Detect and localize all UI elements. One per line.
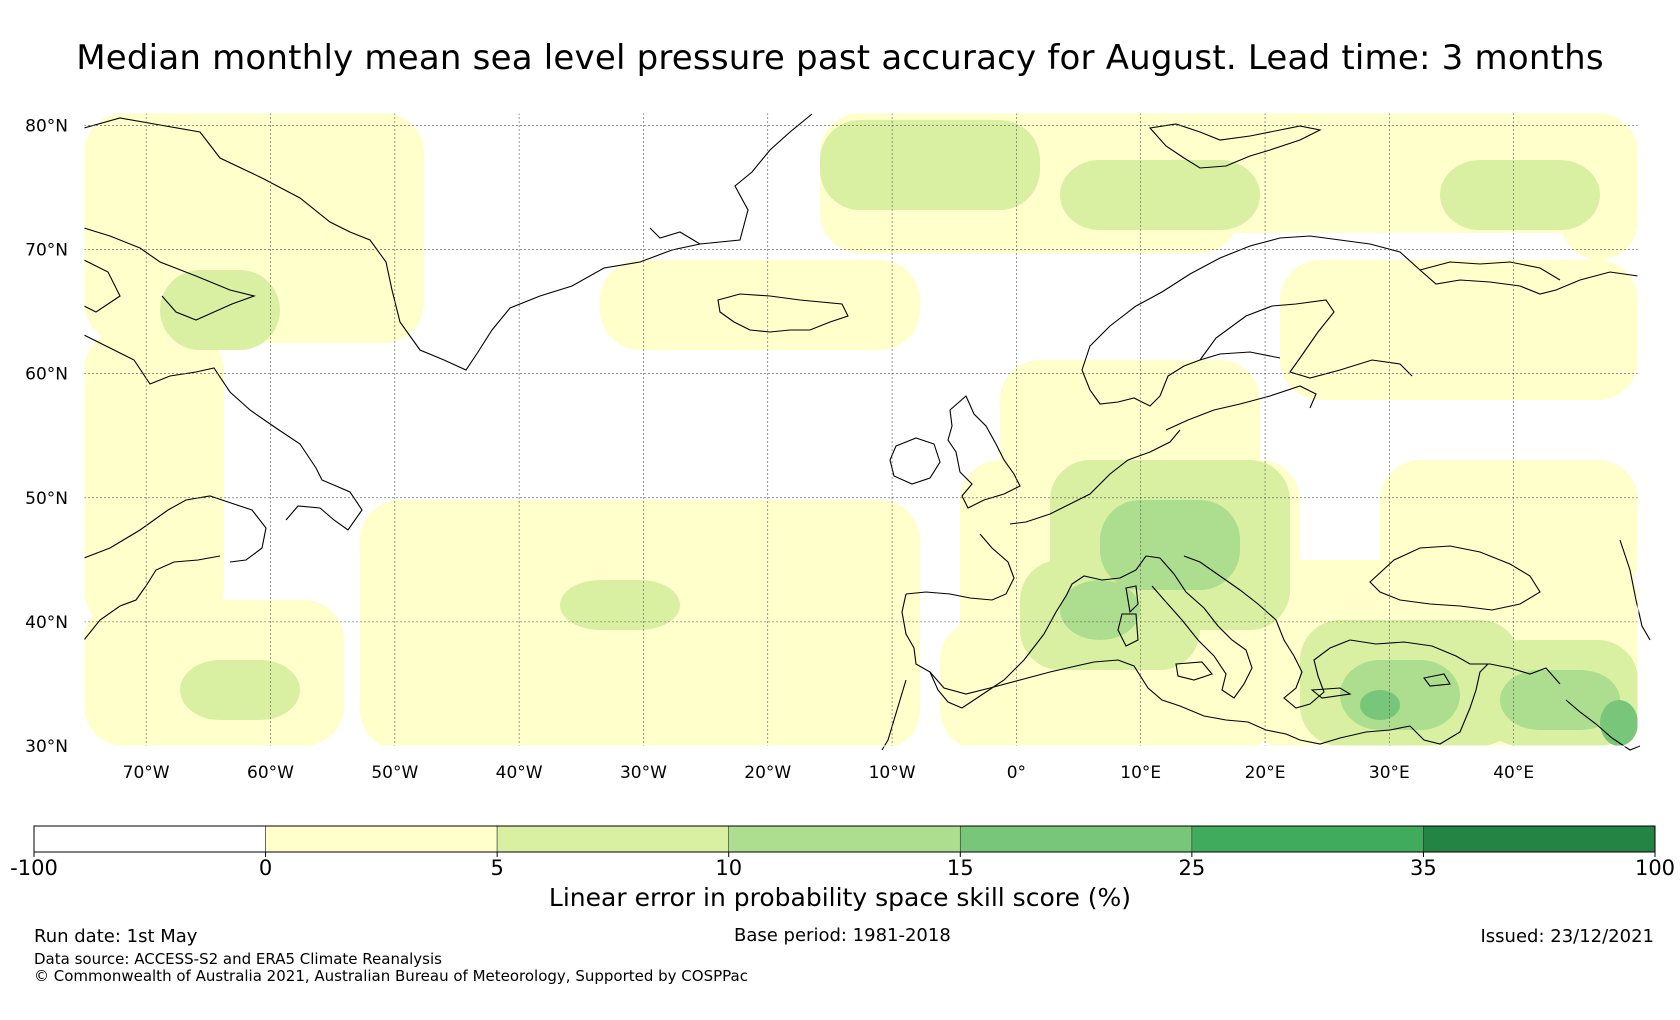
skill-region	[1340, 660, 1460, 730]
skill-region	[1360, 690, 1400, 720]
coastline-levant	[1409, 663, 1489, 745]
skill-score-field	[84, 113, 1638, 746]
coastline-france-biscay	[905, 533, 1015, 601]
longitude-label: 40°E	[1493, 763, 1534, 783]
colorbar: -100 0 5 10 15 25 35 100	[10, 825, 1675, 880]
skill-region	[1060, 160, 1260, 230]
longitude-labels: 70°W 60°W 50°W 40°W 30°W 20°W 10°W 0° 10°E 20°E 30…	[123, 763, 1534, 783]
coastline-labrador	[83, 334, 363, 531]
issued-date: Issued: 23/12/2021	[1480, 926, 1654, 947]
colorbar-swatch	[728, 825, 961, 853]
coastline-morocco	[881, 679, 907, 751]
colorbar-outline	[33, 825, 1656, 853]
data-source: Data source: ACCESS-S2 and ERA5 Climate …	[34, 950, 442, 968]
copyright: © Commonwealth of Australia 2021, Austra…	[34, 967, 748, 985]
coastline-red-sea	[1565, 699, 1641, 751]
colorbar-swatch	[959, 825, 1193, 853]
coastline-baffin-2	[83, 259, 121, 313]
longitude-label: 10°W	[869, 763, 916, 783]
coastline-greenland-east	[649, 227, 701, 245]
skill-region	[180, 660, 300, 720]
coastline-sardinia	[1117, 613, 1139, 647]
skill-region	[1100, 500, 1240, 590]
skill-region	[560, 580, 680, 630]
latitude-labels: 80°N 70°N 60°N 50°N 40°N 30°N	[25, 116, 68, 757]
run-date: Run date: 1st May	[34, 926, 198, 947]
coastline-europe-west	[1009, 429, 1181, 525]
coastline-corsica	[1125, 585, 1139, 614]
coastline-north-africa	[929, 659, 1411, 745]
skill-region	[1500, 670, 1620, 730]
latitude-label: 30°N	[25, 737, 68, 757]
longitude-label: 70°W	[123, 763, 170, 783]
coastline-stlawrence	[83, 495, 267, 563]
coastline-greece	[1283, 639, 1351, 709]
coastline-norway-south	[1081, 351, 1281, 407]
colorbar-tick-label: -100	[10, 856, 58, 880]
colorbar-title: Linear error in probability space skill …	[548, 883, 1132, 912]
coastline-kola	[1419, 261, 1561, 281]
coastline-italy	[1145, 555, 1253, 699]
map-frame	[83, 112, 1639, 747]
coastline-cyprus	[1423, 673, 1451, 687]
colorbar-swatch	[1191, 825, 1424, 853]
latitude-label: 70°N	[25, 241, 68, 261]
coastline-black-sea	[1369, 545, 1541, 611]
coastline-greenland	[83, 113, 813, 371]
coastline-adriatic	[1183, 555, 1295, 657]
colorbar-tick-label: 10	[715, 856, 742, 880]
latitude-label: 50°N	[25, 489, 68, 509]
latitude-label: 80°N	[25, 116, 68, 136]
colorbar-tick-label: 35	[1410, 856, 1437, 880]
coastlines	[83, 113, 1651, 751]
colorbar-tick-label: 25	[1178, 856, 1205, 880]
coastline-britain	[947, 395, 1021, 509]
coastline-baltic	[1165, 385, 1317, 431]
coastline-sweden-finland	[1199, 299, 1413, 379]
longitude-label: 50°W	[371, 763, 418, 783]
coastline-iceland	[717, 293, 849, 333]
longitude-label: 60°W	[247, 763, 294, 783]
skill-region	[1440, 160, 1600, 230]
longitude-label: 10°E	[1120, 763, 1161, 783]
colorbar-swatch	[1423, 825, 1656, 853]
longitude-label: 30°W	[620, 763, 667, 783]
coastline-scandinavia	[1081, 235, 1639, 371]
colorbar-tick-label: 15	[947, 856, 974, 880]
latitude-label: 40°N	[25, 613, 68, 633]
longitude-label: 0°	[1007, 763, 1026, 783]
skill-region	[600, 260, 920, 350]
coastline-svalbard	[1148, 123, 1322, 169]
base-period: Base period: 1981-2018	[734, 925, 951, 946]
latitude-label: 60°N	[25, 365, 68, 385]
coastline-iberia	[901, 555, 1147, 709]
colorbar-swatch	[265, 825, 498, 853]
coastline-ireland	[889, 437, 941, 485]
chart-title: Median monthly mean sea level pressure p…	[76, 38, 1604, 78]
colorbar-tick-label: 5	[490, 856, 503, 880]
skill-region	[160, 270, 280, 350]
colorbar-swatch	[496, 825, 730, 853]
colorbar-swatch	[33, 825, 266, 853]
skill-region	[400, 620, 760, 746]
longitude-label: 20°E	[1245, 763, 1286, 783]
longitude-label: 20°W	[744, 763, 791, 783]
longitude-label: 40°W	[496, 763, 543, 783]
coastline-turkey	[1349, 639, 1561, 685]
colorbar-tick-label: 0	[259, 856, 272, 880]
skill-region	[820, 120, 1040, 210]
skill-region	[940, 620, 1280, 746]
skill-region	[84, 330, 224, 630]
skill-region	[1060, 580, 1140, 640]
skill-region	[1600, 700, 1638, 746]
coastline-baffin	[83, 227, 256, 321]
colorbar-tick-label: 100	[1635, 856, 1675, 880]
skill-region	[1280, 260, 1638, 400]
coastline-caspian	[1619, 539, 1651, 641]
longitude-label: 30°E	[1369, 763, 1410, 783]
coastline-sicily	[1175, 661, 1213, 681]
coastline-crete	[1310, 687, 1352, 699]
